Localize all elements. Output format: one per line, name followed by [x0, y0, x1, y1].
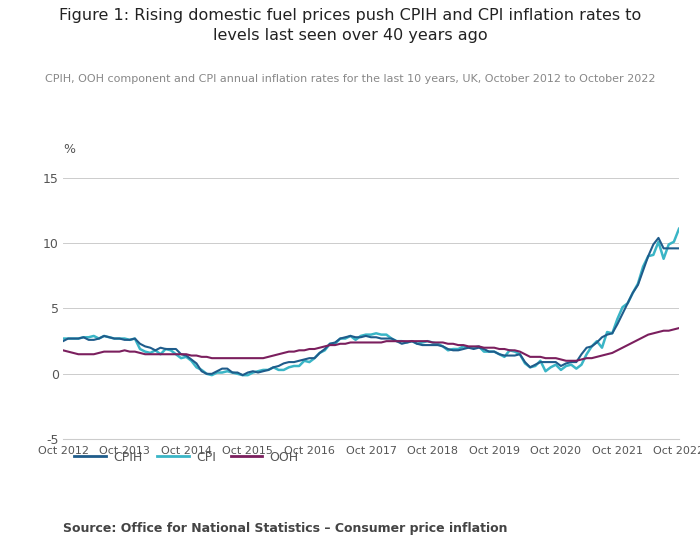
Text: CPIH, OOH component and CPI annual inflation rates for the last 10 years, UK, Oc: CPIH, OOH component and CPI annual infla…: [45, 74, 655, 84]
Text: Figure 1: Rising domestic fuel prices push CPIH and CPI inflation rates to
level: Figure 1: Rising domestic fuel prices pu…: [59, 8, 641, 43]
Text: Source: Office for National Statistics – Consumer price inflation: Source: Office for National Statistics –…: [63, 522, 508, 535]
Legend: CPIH, CPI, OOH: CPIH, CPI, OOH: [69, 446, 304, 469]
Text: %: %: [63, 143, 75, 156]
